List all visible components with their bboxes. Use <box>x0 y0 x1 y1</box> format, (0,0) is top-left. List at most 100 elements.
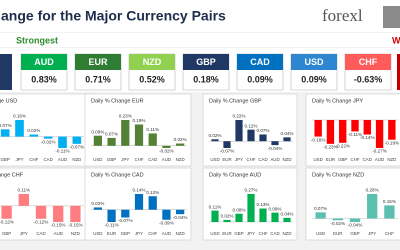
category-label: NZD <box>387 157 396 162</box>
value-label: 0.04% <box>280 212 293 217</box>
category-label: GBP <box>338 157 347 162</box>
bar <box>148 133 157 146</box>
header-band <box>0 0 400 32</box>
value-label: 0.12% <box>244 123 257 128</box>
value-label: -0.12% <box>34 219 49 224</box>
chart-panel <box>305 167 400 241</box>
value-label: 0.13% <box>256 202 269 207</box>
bar <box>388 120 396 140</box>
cropped-box <box>397 54 400 90</box>
category-label: CHF <box>258 231 267 236</box>
value-label: 0.07% <box>314 206 327 211</box>
side-box <box>0 54 12 90</box>
category-label: AUD <box>54 231 63 236</box>
weakest-label: W <box>392 35 400 45</box>
bar <box>1 205 12 219</box>
chart: Daily % Change GBP 0.02% USD-0.07% EUR 0.22%… <box>202 93 298 167</box>
bar <box>375 120 384 148</box>
value-label: -0.16% <box>311 137 326 142</box>
category-label: CAD <box>44 157 53 162</box>
category-label: JPY <box>135 231 143 236</box>
category-label: CHF <box>385 231 394 236</box>
category-label: AUD <box>375 157 384 162</box>
bar <box>35 205 47 219</box>
currency-value: 0.52% <box>139 74 165 84</box>
currency-name: CAD <box>250 57 270 67</box>
logo-mark <box>383 6 400 28</box>
bar <box>58 136 67 148</box>
value-label: -0.09% <box>159 220 174 225</box>
bar <box>223 141 231 148</box>
bar <box>72 136 82 144</box>
category-label: CAD <box>363 157 372 162</box>
value-label: 0.07% <box>0 123 12 128</box>
value-label: -0.12% <box>0 219 14 224</box>
bar <box>107 209 116 222</box>
value-label: -0.02% <box>41 139 56 144</box>
value-label: 0.02% <box>91 201 104 206</box>
bar <box>326 120 335 144</box>
chart: Daily % Change JPY -0.16% USD -0.23% EUR -0.2… <box>305 93 400 167</box>
bar <box>235 120 243 142</box>
value-label: -0.11% <box>348 132 362 137</box>
bar <box>121 209 130 218</box>
value-label: -0.15% <box>51 223 66 228</box>
value-label: 0.11% <box>209 204 222 209</box>
bar <box>384 205 395 219</box>
category-label: NZD <box>71 231 80 236</box>
category-label: NZD <box>72 157 81 162</box>
bar <box>70 205 81 222</box>
value-label: -0.23% <box>323 145 338 150</box>
category-label: NZD <box>282 231 291 236</box>
bar <box>134 194 144 210</box>
value-label: 0.11% <box>17 188 30 193</box>
category-label: AUD <box>270 157 279 162</box>
bar <box>259 134 267 142</box>
category-label: CAD <box>148 157 157 162</box>
chart-title: Daily % Change CAD <box>91 172 144 178</box>
bar <box>223 219 231 222</box>
category-label: CHF <box>350 157 359 162</box>
category-label: EUR <box>222 157 231 162</box>
bar <box>93 207 102 210</box>
category-label: USD <box>316 231 325 236</box>
value-label: 0.19% <box>132 118 145 123</box>
bar <box>121 120 130 146</box>
bar <box>247 129 255 142</box>
bar <box>29 134 39 137</box>
category-label: CHF <box>246 157 255 162</box>
category-label: AUD <box>58 157 67 162</box>
category-label: JPY <box>121 157 129 162</box>
currency-value: 0.09% <box>301 74 327 84</box>
currency-name: NZD <box>143 57 162 67</box>
bar <box>363 120 371 135</box>
value-label: 0.02% <box>174 137 187 142</box>
category-label: AUD <box>162 231 171 236</box>
bar <box>349 218 361 222</box>
category-label: EUR <box>326 157 335 162</box>
value-label: 0.27% <box>244 188 257 193</box>
value-label: -0.22% <box>335 144 350 149</box>
strength-band <box>0 33 400 47</box>
bar <box>283 137 291 142</box>
category-label: CHF <box>29 157 38 162</box>
value-label: 0.16% <box>13 114 26 119</box>
category-label: USD <box>314 157 323 162</box>
bar <box>18 194 29 206</box>
bar <box>339 120 347 143</box>
value-label: 0.08% <box>232 207 245 212</box>
category-label: CAD <box>270 231 279 236</box>
value-label: 0.02% <box>208 133 221 138</box>
value-label: 0.15% <box>383 199 396 204</box>
bar <box>314 120 322 137</box>
chart-panel <box>0 167 89 241</box>
bar <box>53 205 64 222</box>
bar <box>0 129 10 137</box>
currency-value: -0.63% <box>354 74 383 84</box>
value-label: -0.04% <box>348 223 363 228</box>
chart: Daily % Change AUD 0.11% USD 0.02% EUR 0.08% G… <box>202 167 298 241</box>
category-label: GBP <box>121 231 130 236</box>
bar <box>93 135 102 146</box>
value-label: -0.15% <box>68 223 83 228</box>
